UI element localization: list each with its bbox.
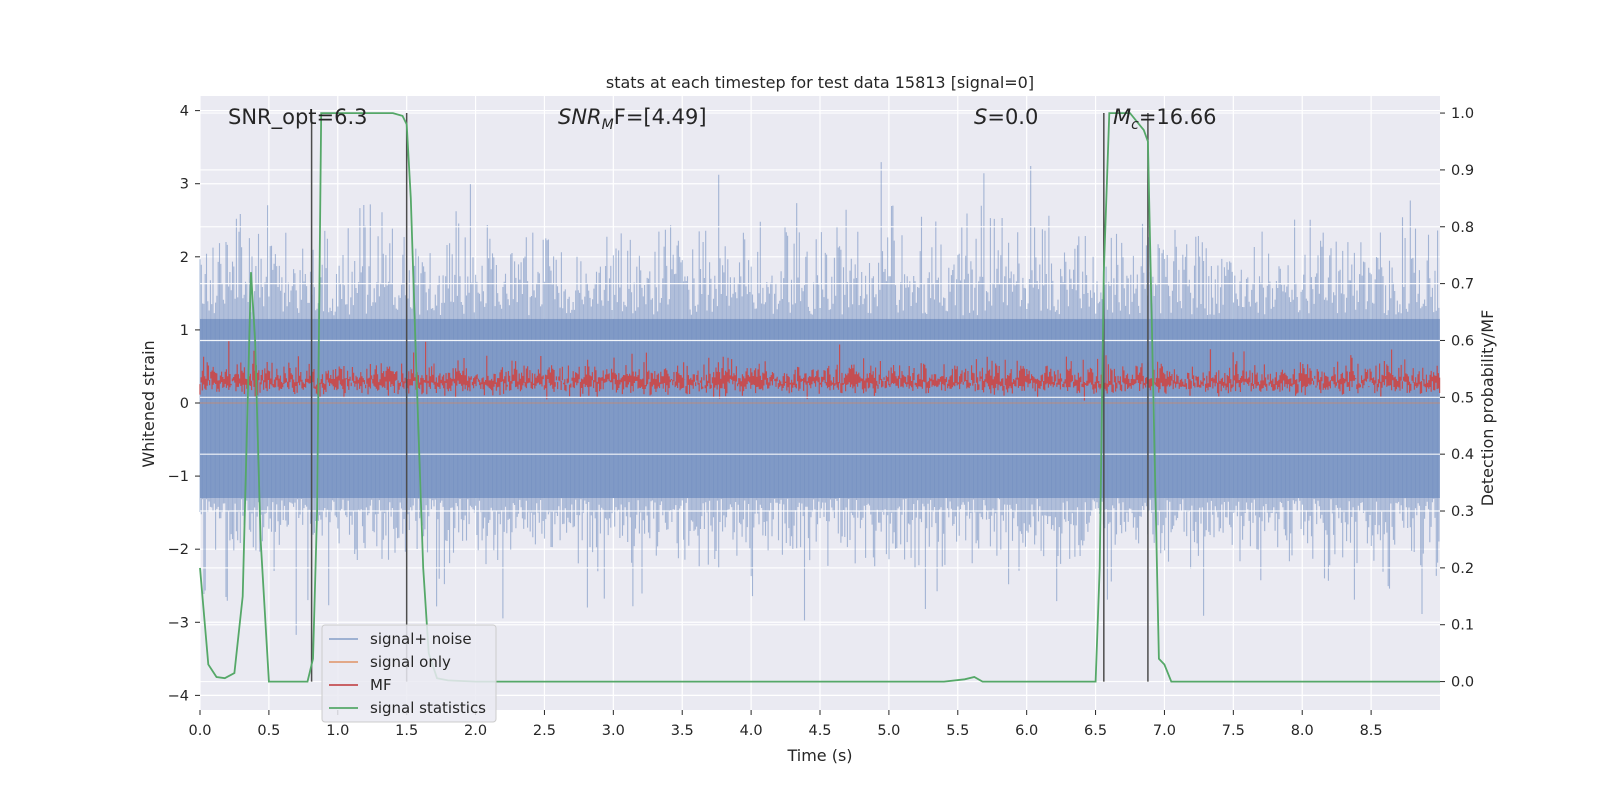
y-right-tick-label: 0.4 (1451, 447, 1474, 463)
y-left-tick-label: 1 (180, 323, 189, 339)
y-left-tick-label: 4 (180, 104, 189, 120)
x-axis-ticks: 0.0 0.5 1.0 1.5 2.0 2.5 3.0 3.5 4.0 4.5 5.0 5.5 6.0 6… (188, 710, 1383, 739)
y-left-tick-label: −2 (168, 542, 189, 558)
x-tick-label: 0.0 (188, 723, 211, 739)
y-right-tick-label: 0.0 (1451, 675, 1474, 691)
y-left-tick-label: −1 (168, 469, 189, 485)
x-tick-label: 6.5 (1084, 723, 1107, 739)
x-tick-label: 4.5 (808, 723, 831, 739)
x-tick-label: 1.0 (326, 723, 349, 739)
series-mf (199, 340, 1441, 401)
annotation-s-rest: =0.0 (987, 105, 1038, 129)
x-tick-label: 1.5 (395, 723, 418, 739)
chart-title: stats at each timestep for test data 158… (606, 73, 1034, 92)
y-right-tick-label: 0.3 (1451, 504, 1474, 520)
annotation-s: S=0.0 (974, 105, 1038, 129)
x-tick-label: 5.5 (946, 723, 969, 739)
annotation-mc-rest: =16.66 (1139, 105, 1217, 129)
y-right-tick-label: 0.1 (1451, 618, 1474, 634)
legend: signal+ noise signal only MF signal stat… (321, 624, 497, 723)
annotation-snr-opt: SNR_opt=6.3 (228, 105, 368, 130)
y-right-tick-label: 0.8 (1451, 220, 1474, 236)
y-left-axis-label: Whitened strain (139, 340, 158, 467)
y-left-axis-ticks: 4 3 2 1 0 −1 −2 −3 −4 (168, 104, 200, 704)
annotation-mc: Mc=16.66 (1113, 105, 1217, 133)
x-tick-label: 4.0 (740, 723, 763, 739)
annotation-snr-mf-rest: F=[4.49] (614, 105, 707, 129)
annotation-mc-sub: c (1131, 117, 1139, 133)
y-left-tick-label: 2 (180, 250, 189, 266)
mf-trace (199, 340, 1441, 401)
legend-label-signal-statistics: signal statistics (370, 699, 486, 717)
y-right-axis-ticks: 1.0 0.9 0.8 0.7 0.6 0.5 0.4 0.3 0.2 0.1 0.0 (1440, 106, 1474, 691)
x-tick-label: 2.0 (464, 723, 487, 739)
annotation-snr-mf-base: SNR (558, 105, 602, 129)
annotation-snr-mf: SNRMF=[4.49] (558, 105, 707, 133)
y-right-axis-label: Detection probability/MF (1478, 310, 1497, 507)
legend-label-mf: MF (370, 676, 392, 694)
x-tick-label: 5.0 (877, 723, 900, 739)
y-right-tick-label: 0.9 (1451, 163, 1474, 179)
y-right-tick-label: 0.5 (1451, 390, 1474, 406)
x-tick-label: 0.5 (257, 723, 280, 739)
legend-label-signal-only: signal only (370, 653, 451, 671)
annotation-mc-var: M (1113, 105, 1131, 129)
vertical-markers (310, 113, 1149, 682)
y-right-tick-label: 0.2 (1451, 561, 1474, 577)
y-left-tick-label: 3 (180, 177, 189, 193)
legend-box (321, 624, 497, 723)
x-tick-label: 8.0 (1291, 723, 1314, 739)
y-right-tick-label: 1.0 (1451, 106, 1474, 122)
y-right-tick-label: 0.7 (1451, 277, 1474, 293)
x-tick-label: 7.5 (1222, 723, 1245, 739)
x-axis-label: Time (s) (786, 746, 852, 765)
annotation-s-var: S (974, 105, 987, 129)
x-tick-label: 7.0 (1153, 723, 1176, 739)
annotation-snr-mf-sub: M (602, 117, 614, 133)
x-tick-label: 8.5 (1360, 723, 1383, 739)
y-left-tick-label: −4 (168, 688, 189, 704)
y-left-tick-label: −3 (168, 615, 189, 631)
x-tick-label: 6.0 (1015, 723, 1038, 739)
legend-label-signal-noise: signal+ noise (370, 630, 472, 648)
y-right-tick-label: 0.6 (1451, 333, 1474, 349)
x-tick-label: 3.5 (671, 723, 694, 739)
x-tick-label: 2.5 (533, 723, 556, 739)
y-left-tick-label: 0 (180, 396, 189, 412)
x-tick-label: 3.0 (602, 723, 625, 739)
